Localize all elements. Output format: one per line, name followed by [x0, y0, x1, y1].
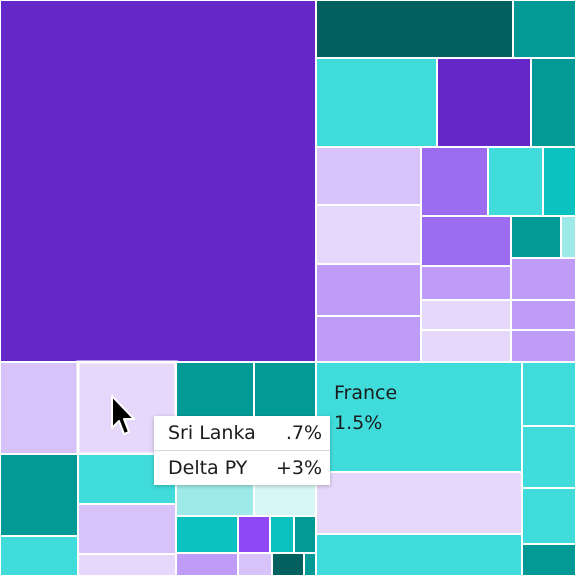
treemap-cell[interactable]	[487, 146, 544, 217]
treemap-cell[interactable]	[542, 146, 576, 217]
treemap-cell[interactable]	[315, 0, 514, 59]
treemap-cell[interactable]	[77, 503, 177, 555]
treemap-cell[interactable]	[253, 361, 317, 419]
treemap-cell[interactable]	[315, 533, 523, 576]
treemap-cell[interactable]	[269, 515, 295, 554]
treemap-cell[interactable]	[315, 57, 438, 148]
france-cell-label: France 1.5%	[334, 378, 397, 438]
treemap-cell[interactable]	[420, 265, 512, 301]
treemap-cell[interactable]	[0, 0, 317, 363]
treemap-cell[interactable]	[315, 204, 422, 265]
treemap-cell[interactable]	[436, 57, 532, 148]
treemap-cell[interactable]	[237, 515, 271, 554]
treemap-cell[interactable]	[521, 425, 576, 489]
treemap-cell[interactable]	[420, 146, 489, 217]
treemap-cell[interactable]	[0, 535, 79, 576]
treemap-cell[interactable]	[0, 361, 79, 455]
treemap-cell[interactable]	[303, 552, 317, 576]
treemap-cell[interactable]	[0, 453, 79, 537]
tooltip-delta-label: Delta PY	[168, 457, 248, 479]
treemap-cell[interactable]	[175, 515, 239, 554]
treemap-cell[interactable]	[271, 552, 305, 576]
tooltip-row-delta: Delta PY +3%	[154, 451, 330, 485]
treemap-cell[interactable]	[560, 215, 576, 259]
treemap-cell[interactable]	[315, 146, 422, 206]
treemap-cell[interactable]	[530, 57, 576, 148]
france-share-label: 1.5%	[334, 412, 383, 434]
hover-tooltip: Sri Lanka .7% Delta PY +3%	[154, 416, 330, 485]
treemap-cell[interactable]	[293, 515, 317, 554]
treemap-cell[interactable]	[521, 361, 576, 427]
treemap-cell[interactable]	[512, 0, 576, 59]
treemap-cell[interactable]	[315, 315, 422, 363]
treemap-cell[interactable]	[521, 487, 576, 545]
treemap-cell[interactable]	[510, 299, 576, 331]
tooltip-country-name: Sri Lanka	[168, 422, 256, 444]
treemap-cell[interactable]	[175, 552, 239, 576]
treemap-cell[interactable]	[521, 543, 576, 576]
treemap-cell[interactable]	[420, 299, 512, 331]
treemap-cell[interactable]	[510, 329, 576, 363]
treemap-cell[interactable]	[510, 257, 576, 301]
treemap-cell-hovered[interactable]	[76, 360, 178, 456]
treemap-cell[interactable]	[175, 361, 255, 419]
treemap-cell[interactable]	[510, 215, 562, 259]
tooltip-delta-value: +3%	[275, 457, 322, 479]
treemap-cell[interactable]	[77, 553, 177, 576]
treemap-cell[interactable]	[315, 263, 422, 317]
treemap-cell[interactable]	[420, 329, 512, 363]
france-country-label: France	[334, 382, 398, 404]
treemap-cell[interactable]	[420, 215, 512, 267]
tooltip-row-country: Sri Lanka .7%	[154, 416, 330, 451]
mouse-pointer-icon	[111, 395, 135, 435]
treemap-cell[interactable]	[315, 471, 523, 535]
tooltip-country-value: .7%	[285, 422, 322, 444]
treemap-cell[interactable]	[237, 552, 273, 576]
